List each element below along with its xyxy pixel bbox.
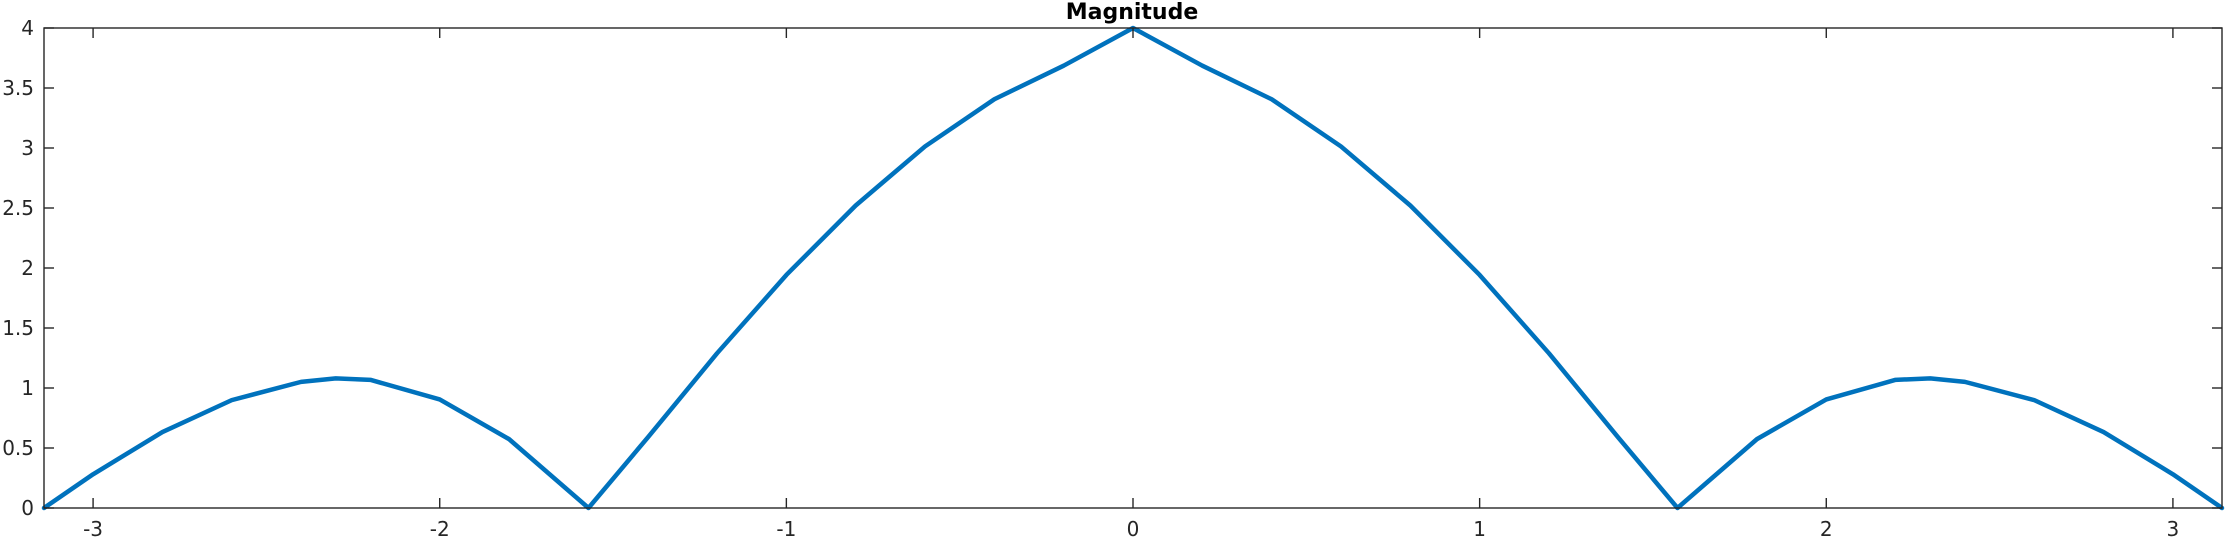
y-tick-label: 1.5: [2, 316, 34, 340]
plot-area: [41, 25, 2225, 511]
y-tick-label: 1: [21, 376, 34, 400]
chart-title: Magnitude: [1066, 0, 1199, 25]
y-tick-label: 0: [21, 496, 34, 520]
x-tick-label: 2: [1820, 517, 1833, 540]
y-tick-label: 0.5: [2, 436, 34, 460]
x-tick-label: 1: [1473, 517, 1486, 540]
x-axis: -3 -2 -1 0 1 2 3: [83, 28, 2179, 540]
x-tick-label: 0: [1127, 517, 1140, 540]
y-tick-label: 2: [21, 256, 34, 280]
y-axis: 0 0.5 1 1.5 2 2.5 3 3.5 4: [2, 16, 2222, 520]
y-tick-label: 3: [21, 136, 34, 160]
x-tick-label: -1: [776, 517, 796, 540]
axes-box: [43, 27, 2223, 509]
x-tick-label: 3: [2167, 517, 2180, 540]
x-tick-label: -2: [430, 517, 450, 540]
y-tick-label: 2.5: [2, 196, 34, 220]
series-line-0: [41, 25, 2225, 511]
y-tick-label: 4: [21, 16, 34, 40]
y-tick-label: 3.5: [2, 76, 34, 100]
x-tick-label: -3: [83, 517, 103, 540]
